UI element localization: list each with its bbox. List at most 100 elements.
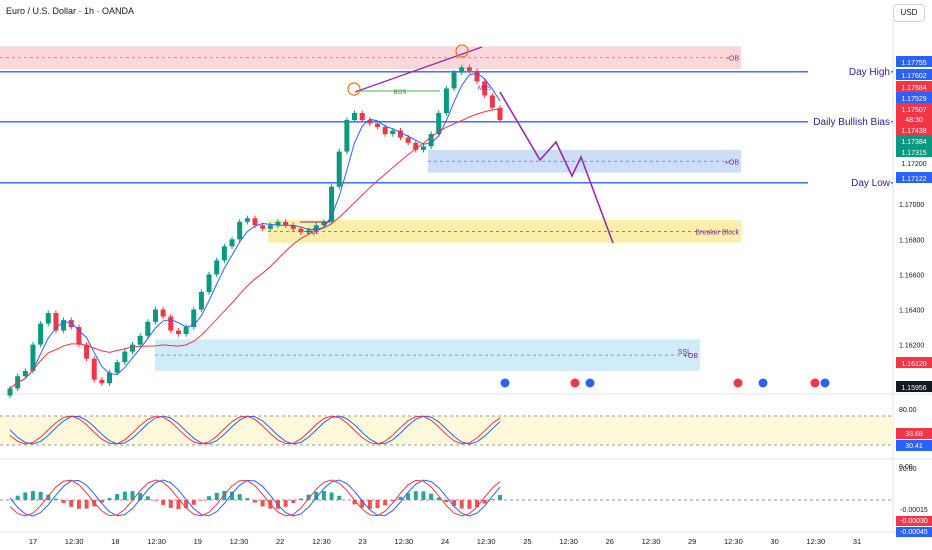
x-tick-label: 12:30 xyxy=(642,537,661,546)
macd-histogram-bar xyxy=(298,498,303,500)
candle-body xyxy=(290,225,296,229)
macd-histogram-bar xyxy=(253,500,257,503)
candle-body xyxy=(359,113,365,121)
price-badge-label: 1.17507 xyxy=(901,107,926,114)
macd-histogram-bar xyxy=(184,500,189,508)
candle-body xyxy=(191,309,197,328)
macd-histogram-bar xyxy=(30,491,35,500)
price-badge-label: 1.17384 xyxy=(901,139,926,146)
candle-body xyxy=(45,313,51,324)
candle-body xyxy=(145,321,151,336)
macd-histogram-bar xyxy=(145,496,150,500)
chart-title: Euro / U.S. Dollar · 1h · OANDA xyxy=(6,6,135,16)
macd-histogram-bar xyxy=(459,500,464,509)
macd-histogram-bar xyxy=(161,500,166,505)
macd-tick-label: 0.00 xyxy=(899,464,913,471)
macd-histogram-bar xyxy=(84,500,89,509)
price-badge xyxy=(896,103,932,114)
macd-histogram-bar xyxy=(383,500,388,506)
candle-body xyxy=(122,351,128,363)
macd-badge xyxy=(896,527,932,537)
economic-event-icon xyxy=(819,377,831,389)
price-badge-label: 1.17200 xyxy=(901,161,926,168)
candle-body xyxy=(244,218,250,222)
macd-histogram-bar xyxy=(237,494,242,500)
candle-body xyxy=(229,239,235,247)
macd-histogram-bar xyxy=(314,491,319,500)
candle-body xyxy=(321,221,327,226)
candle-body xyxy=(405,137,411,143)
candle-body xyxy=(152,309,158,322)
candle-body xyxy=(390,130,396,135)
price-badge-label: 1.17755 xyxy=(901,60,926,67)
rsi-band xyxy=(0,416,893,445)
candle-body xyxy=(53,313,59,331)
candle-body xyxy=(267,225,273,229)
macd-histogram-bar xyxy=(321,491,326,500)
macd-histogram-bar xyxy=(38,491,43,500)
x-tick-label: 12:30 xyxy=(147,537,166,546)
macd-histogram-bar xyxy=(475,500,480,508)
y-tick-label: 1.16400 xyxy=(899,308,924,315)
candle-body xyxy=(482,81,488,96)
rsi-line xyxy=(9,415,501,445)
macd-histogram-bar xyxy=(375,500,380,509)
price-badge-label: 1.17584 xyxy=(901,85,926,92)
macd-histogram-bar xyxy=(222,491,227,500)
level-label-bg xyxy=(808,63,891,77)
candle-body xyxy=(443,88,449,113)
candle-body xyxy=(344,120,350,152)
candle-body xyxy=(329,186,335,222)
x-tick-label: 12:30 xyxy=(65,537,84,546)
price-badge xyxy=(896,113,932,124)
macd-histogram-bar xyxy=(230,491,235,500)
candle-body xyxy=(397,130,403,138)
macd-histogram-bar xyxy=(406,493,411,500)
macd-histogram-bar xyxy=(46,494,51,500)
x-tick-label: 12:30 xyxy=(230,537,249,546)
macd-histogram-bar xyxy=(452,500,457,506)
x-tick-label: 12:30 xyxy=(394,537,413,546)
candle-body xyxy=(198,291,204,310)
candle-body xyxy=(99,379,105,384)
x-tick-label: 25 xyxy=(523,537,531,546)
candle-body xyxy=(420,146,426,150)
rsi-badge-label: 30.41 xyxy=(905,443,923,450)
macd-line xyxy=(9,479,501,517)
candle-body xyxy=(252,218,258,226)
price-badge-label: 48:30 xyxy=(905,117,923,124)
candle-body xyxy=(114,362,120,373)
macd-histogram-bar xyxy=(61,500,66,504)
candle-body xyxy=(275,221,281,226)
rsi-badge-label: 33.68 xyxy=(905,431,923,438)
candle-body xyxy=(489,95,495,108)
rsi-tick-label: 20.00 xyxy=(899,466,917,473)
macd-badge-label: -0.00015 xyxy=(900,507,928,514)
macd-histogram-bar xyxy=(122,491,127,500)
macd-histogram-bar xyxy=(398,496,403,500)
price-badge xyxy=(896,81,932,92)
macd-histogram-bar xyxy=(329,492,334,500)
price-badge xyxy=(896,135,932,146)
candle-body xyxy=(61,320,67,331)
macd-histogram-bar xyxy=(69,500,74,507)
x-tick-label: 17 xyxy=(29,537,37,546)
candle-body xyxy=(451,72,457,89)
candle-body xyxy=(237,221,243,240)
macd-histogram-bar xyxy=(306,494,311,500)
candle-body xyxy=(7,388,13,396)
candle-body xyxy=(22,370,28,377)
macd-badge xyxy=(896,516,932,526)
candle-body xyxy=(336,151,342,187)
candle-body xyxy=(168,316,174,331)
price-badge xyxy=(896,56,932,67)
macd-histogram-bar xyxy=(390,500,395,502)
candle-body xyxy=(221,246,227,261)
macd-histogram-bar xyxy=(214,492,219,500)
x-tick-label: 12:30 xyxy=(477,537,496,546)
rsi-tick-label: 80.00 xyxy=(899,407,917,414)
candle-body xyxy=(160,309,166,317)
candle-body xyxy=(497,107,503,121)
currency-button[interactable]: USD xyxy=(893,4,925,22)
